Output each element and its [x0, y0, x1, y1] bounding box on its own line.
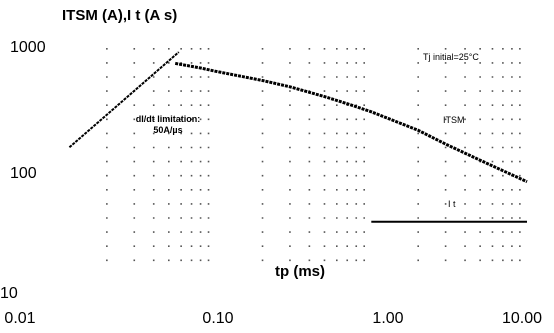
- series-didt-limit: [68, 51, 180, 149]
- y-tick-label-100: 100: [10, 165, 37, 182]
- annotation-4: dI/dt limitation:: [136, 114, 201, 124]
- grid: [106, 48, 521, 266]
- series-group: [68, 51, 528, 223]
- x-axis-label: tp (ms): [275, 263, 325, 280]
- annotation-5: 50A/µs: [153, 125, 182, 135]
- y-tick-label-1000: 1000: [10, 39, 46, 56]
- x-tick-label-4: 10.00: [502, 310, 542, 327]
- series-itsm: [174, 61, 528, 184]
- y-tick-label-10: 10: [0, 285, 18, 302]
- annotation-3: I t: [448, 199, 456, 209]
- labels-group: 10 100 1000 0.01 0.10 1.00 10.00 Tj initial=25°…: [0, 39, 542, 327]
- annotation-1: Tj initial=25°C: [423, 52, 479, 62]
- chart-title: ITSM (A),I t (A s): [62, 7, 177, 24]
- x-tick-label-3: 1.00: [372, 310, 403, 327]
- x-tick-label-1: 0.01: [4, 310, 35, 327]
- annotation-2: ITSM: [443, 115, 465, 125]
- x-tick-label-2: 0.10: [202, 310, 233, 327]
